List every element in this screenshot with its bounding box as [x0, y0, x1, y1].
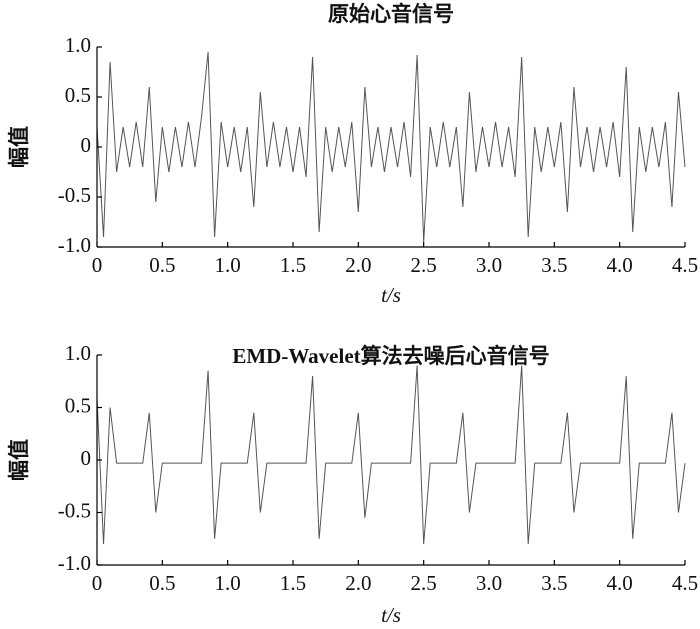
y-tick-label: 0.5 [65, 83, 91, 107]
x-tick-label: 4.0 [607, 253, 633, 277]
x-tick-label: 3.5 [541, 571, 567, 595]
x-tick-label: 1.0 [215, 253, 241, 277]
x-tick-label: 4.5 [672, 253, 698, 277]
x-axis-label: t/s [381, 603, 401, 627]
x-tick-label: 2.0 [345, 253, 371, 277]
x-tick-label: 4.5 [672, 571, 698, 595]
y-tick-label: 0 [81, 446, 92, 470]
chart-title: 原始心音信号 [328, 2, 454, 26]
x-tick-label: 3.5 [541, 253, 567, 277]
y-tick-label: -0.5 [58, 183, 91, 207]
x-tick-label: 3.0 [476, 571, 502, 595]
y-tick-label: -1.0 [58, 551, 91, 575]
x-tick-label: 2.0 [345, 571, 371, 595]
x-tick-label: 4.0 [607, 571, 633, 595]
y-tick-label: 1.0 [65, 33, 91, 57]
x-tick-label: 0.5 [149, 571, 175, 595]
x-tick-label: 3.0 [476, 253, 502, 277]
x-tick-label: 0 [92, 571, 103, 595]
x-tick-label: 0 [92, 253, 103, 277]
y-tick-label: 0 [81, 133, 92, 157]
signal-line [96, 365, 686, 545]
y-tick-label: 1.0 [65, 341, 91, 365]
y-tick-label: -1.0 [58, 233, 91, 257]
x-axis-label: t/s [381, 283, 401, 307]
x-tick-label: 0.5 [149, 253, 175, 277]
y-tick-label: 0.5 [65, 393, 91, 417]
y-tick-label: -0.5 [58, 498, 91, 522]
x-tick-label: 2.5 [411, 571, 437, 595]
x-tick-label: 1.5 [280, 571, 306, 595]
x-tick-label: 1.5 [280, 253, 306, 277]
chart-title: EMD-Wavelet算法去噪后心音信号 [232, 344, 549, 368]
y-axis-label: 幅值 [7, 126, 31, 168]
x-tick-label: 2.5 [411, 253, 437, 277]
signal-line [96, 51, 686, 243]
y-axis-label: 幅值 [7, 439, 31, 481]
x-tick-label: 1.0 [215, 571, 241, 595]
